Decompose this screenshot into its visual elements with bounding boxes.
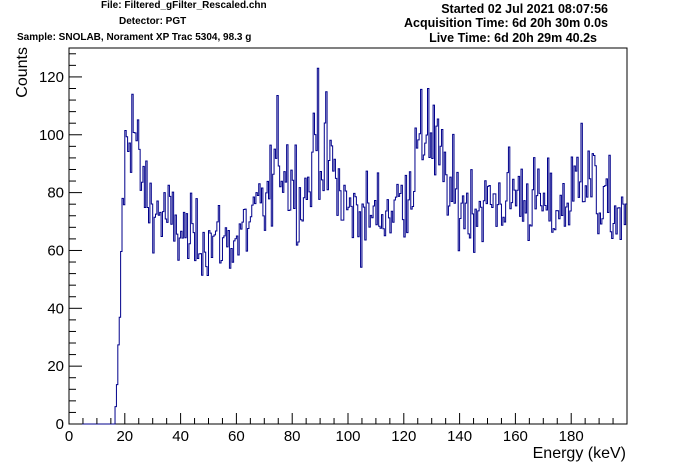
x-tick-label: 140: [447, 428, 472, 445]
x-tick-label: 20: [116, 428, 133, 445]
y-tick-label: 120: [39, 69, 64, 86]
x-tick-label: 40: [172, 428, 189, 445]
y-tick-label: 20: [47, 358, 64, 375]
x-tick-label: 100: [335, 428, 360, 445]
x-tick-label: 60: [228, 428, 245, 445]
y-tick-label: 80: [47, 185, 64, 202]
x-tick-label: 180: [559, 428, 584, 445]
y-tick-label: 0: [56, 416, 64, 433]
acquisition-time-label: Acquisition Time: 6d 20h 30m 0.0s: [403, 16, 608, 30]
spectrum-series: [69, 67, 627, 425]
x-tick-label: 160: [503, 428, 528, 445]
started-label: Started 02 Jul 2021 08:07:56: [441, 2, 608, 16]
x-axis-label: Energy (keV): [533, 445, 626, 462]
x-tick-label: 80: [284, 428, 301, 445]
x-axis: 0 20 40 60 80 100 120 140 160 180: [65, 413, 614, 445]
detector-label: Detector: PGT: [119, 16, 187, 27]
spectrum-line: [69, 67, 627, 425]
y-axis: 0 20 40 60 80 100 120: [39, 53, 82, 433]
y-tick-label: 60: [47, 242, 64, 259]
x-tick-label: 0: [65, 428, 73, 445]
y-tick-label: 100: [39, 127, 64, 144]
y-tick-label: 40: [47, 300, 64, 317]
live-time-label: Live Time: 6d 20h 29m 40.2s: [429, 31, 597, 45]
file-name-label: File: Filtered_gFilter_Rescaled.chn: [101, 0, 267, 11]
sample-label: Sample: SNOLAB, Norament XP Trac 5304, 9…: [17, 32, 252, 43]
x-tick-label: 120: [391, 428, 416, 445]
y-axis-label: Counts: [14, 47, 31, 98]
